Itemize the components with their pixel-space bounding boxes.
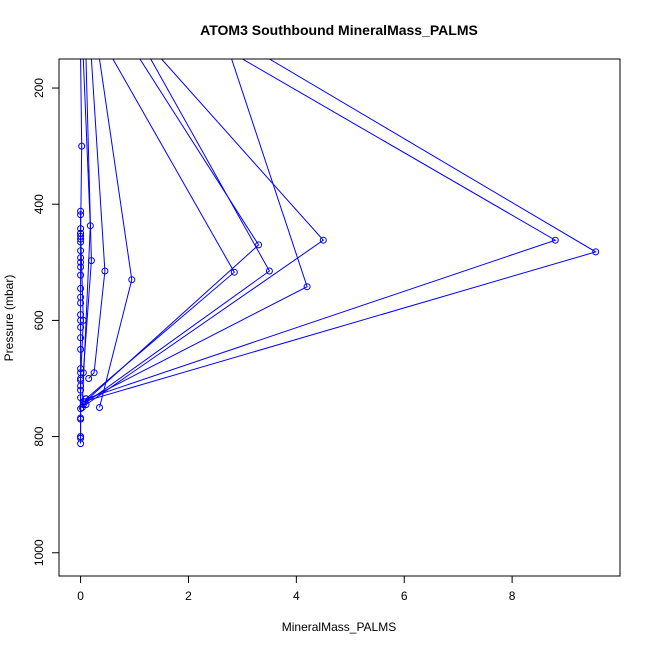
y-tick-label: 200 [32, 78, 46, 98]
data-point [78, 142, 86, 150]
series-line-11 [85, 59, 557, 400]
data-point [255, 241, 263, 249]
data-point [77, 211, 85, 219]
data-point [551, 236, 559, 244]
data-point [77, 323, 85, 331]
y-axis-label: Pressure (mbar) [2, 275, 16, 362]
y-tick-label: 800 [32, 426, 46, 446]
data-point [77, 207, 85, 215]
data-point [77, 369, 85, 377]
plot-frame [58, 58, 621, 577]
data-point [101, 267, 109, 275]
series-line-3 [84, 59, 260, 403]
x-tick-label: 8 [509, 589, 516, 603]
x-tick-label: 4 [293, 589, 300, 603]
data-point [90, 369, 98, 377]
series-line-6 [88, 59, 106, 379]
data-point [77, 386, 85, 394]
series-line-10 [83, 59, 308, 403]
data-point [230, 268, 238, 276]
data-point [77, 263, 85, 271]
data-point [77, 345, 85, 353]
x-tick-label: 6 [401, 589, 408, 603]
data-point [86, 222, 94, 230]
data-point [77, 238, 85, 246]
x-tick-label: 0 [77, 589, 84, 603]
chart-title: ATOM3 Southbound MineralMass_PALMS [200, 22, 478, 38]
data-point [319, 236, 327, 244]
series-line-8 [82, 59, 92, 373]
data-point [77, 235, 85, 243]
series-line-5 [85, 59, 325, 406]
series-line-9 [81, 59, 91, 408]
data-point [77, 271, 85, 279]
data-point [77, 247, 85, 255]
data-point [77, 394, 85, 402]
data-point [303, 283, 311, 291]
y-tick-label: 1000 [32, 539, 46, 566]
data-point [77, 285, 85, 292]
data-point [77, 225, 85, 233]
data-point [128, 276, 136, 284]
data-point [77, 299, 85, 307]
data-point [77, 258, 85, 266]
data-point [77, 405, 85, 413]
x-axis-label: MineralMass_PALMS [282, 620, 396, 634]
axes: 0 2 4 6 8 200 400 600 800 1000 [32, 58, 621, 603]
series-group [77, 59, 600, 448]
data-point [77, 440, 85, 448]
data-point [77, 334, 85, 342]
y-tick-label: 400 [32, 194, 46, 214]
data-point [77, 415, 85, 423]
data-point [77, 382, 85, 390]
plot-area [77, 59, 600, 448]
data-point [85, 375, 93, 382]
series-line-7 [99, 59, 133, 408]
data-point [96, 404, 103, 411]
series-line-2 [85, 59, 235, 400]
data-point [77, 434, 85, 442]
data-point [77, 316, 85, 324]
data-point [77, 365, 85, 373]
series-line-4 [83, 59, 271, 406]
series-line-12 [83, 59, 597, 403]
x-tick-label: 2 [185, 589, 192, 603]
y-tick-label: 600 [32, 310, 46, 330]
data-point [265, 267, 273, 275]
data-point [77, 254, 85, 262]
data-point [592, 248, 600, 256]
